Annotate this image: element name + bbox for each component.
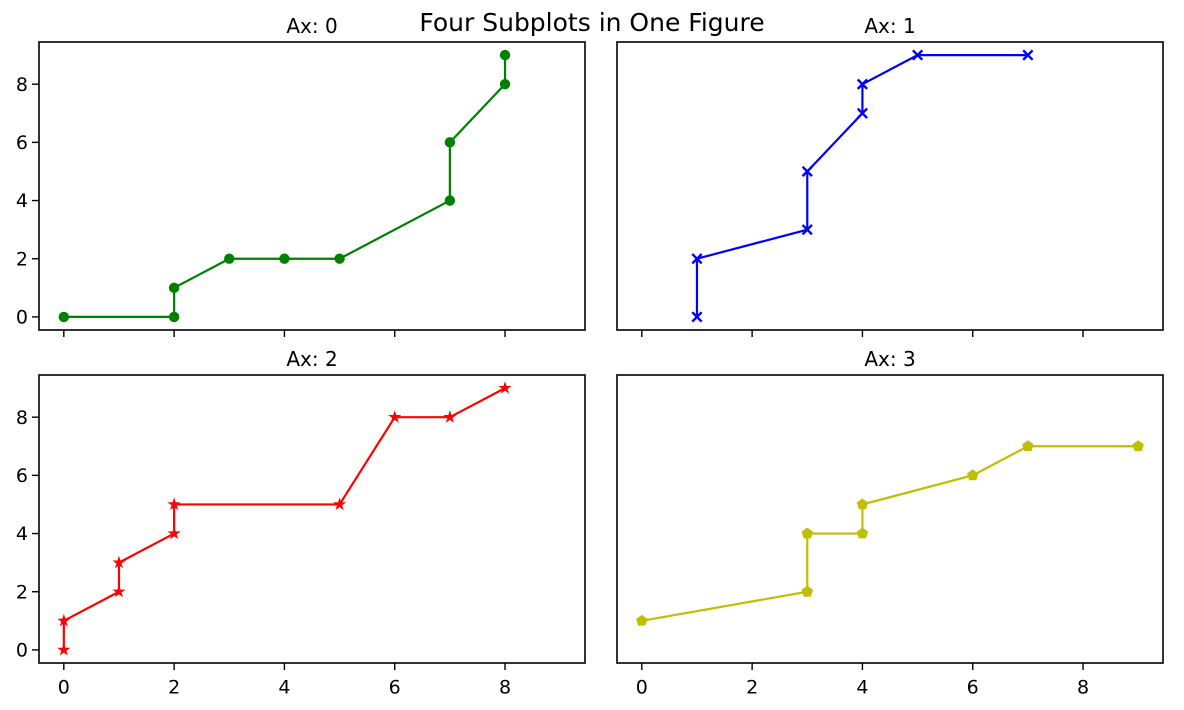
marker-x bbox=[801, 165, 813, 177]
marker-star bbox=[57, 613, 71, 627]
marker-star bbox=[167, 497, 181, 511]
x-tick-label: 2 bbox=[168, 677, 180, 699]
x-tick-label: 4 bbox=[856, 677, 868, 699]
x-tick-label: 8 bbox=[499, 677, 511, 699]
marker-pentagon bbox=[1132, 440, 1144, 452]
marker-pentagon bbox=[856, 498, 869, 510]
marker-pentagon bbox=[801, 527, 813, 539]
y-tick-label: 4 bbox=[16, 190, 28, 212]
y-tick-label: 8 bbox=[16, 74, 28, 96]
subplot-title-ax2: Ax: 2 bbox=[286, 347, 338, 371]
marker-pentagon bbox=[967, 469, 979, 481]
x-tick-label: 0 bbox=[58, 677, 70, 699]
marker-circle bbox=[444, 137, 456, 148]
series-line bbox=[641, 445, 1139, 622]
marker-star bbox=[112, 584, 126, 598]
marker-star bbox=[112, 555, 126, 569]
x-tick-label: 0 bbox=[636, 677, 648, 699]
y-tick-label: 6 bbox=[16, 132, 28, 154]
marker-star bbox=[167, 526, 181, 540]
marker-star bbox=[498, 381, 512, 394]
axes-spines bbox=[38, 374, 586, 664]
axes-spines bbox=[38, 41, 586, 331]
y-tick-label: 0 bbox=[16, 307, 28, 329]
x-tick-label: 4 bbox=[278, 677, 290, 699]
axes-ax2: 0 2 4 6 8 0 2 4 6 8 bbox=[16, 374, 586, 699]
marker-x bbox=[856, 107, 868, 119]
y-tick-label: 0 bbox=[16, 640, 28, 662]
subplot-ax2: Ax: 2 0 2 4 6 8 0 2 4 6 8 bbox=[0, 335, 625, 703]
marker-pentagon bbox=[1022, 440, 1034, 452]
marker-star bbox=[443, 410, 457, 423]
subplot-ax1: Ax: 1 bbox=[577, 2, 1184, 370]
y-tick-label: 2 bbox=[16, 581, 28, 603]
figure-title: Four Subplots in One Figure bbox=[419, 8, 765, 37]
marker-circle bbox=[279, 253, 290, 264]
x-tick-label: 8 bbox=[1077, 677, 1089, 699]
y-tick-label: 8 bbox=[16, 407, 28, 429]
x-tick-label: 6 bbox=[967, 677, 979, 699]
subplot-title-ax0: Ax: 0 bbox=[286, 14, 338, 38]
marker-x bbox=[691, 253, 703, 265]
marker-x bbox=[856, 78, 868, 90]
marker-circle bbox=[334, 253, 345, 264]
marker-circle bbox=[499, 49, 511, 61]
subplot-title-ax1: Ax: 1 bbox=[864, 14, 916, 38]
x-tick-label: 6 bbox=[389, 677, 401, 699]
marker-pentagon bbox=[856, 527, 869, 539]
marker-circle bbox=[224, 253, 235, 264]
series-line bbox=[62, 387, 506, 650]
marker-star bbox=[388, 410, 402, 423]
marker-x bbox=[691, 311, 703, 323]
marker-circle bbox=[58, 311, 70, 323]
series-line bbox=[695, 53, 1028, 317]
subplot-ax0: Ax: 0 0 2 4 6 8 bbox=[0, 2, 625, 370]
y-tick-label: 2 bbox=[16, 248, 28, 270]
axes-spines bbox=[616, 374, 1164, 664]
x-tick-label: 2 bbox=[746, 677, 758, 699]
marker-x bbox=[801, 224, 813, 236]
marker-circle bbox=[499, 78, 511, 90]
y-tick-label: 6 bbox=[16, 465, 28, 487]
marker-pentagon bbox=[636, 614, 648, 626]
axes-ax3: 0 2 4 6 8 bbox=[616, 374, 1164, 699]
y-tick-label: 4 bbox=[16, 523, 28, 545]
marker-x bbox=[1022, 49, 1034, 61]
marker-circle bbox=[168, 311, 180, 323]
marker-pentagon bbox=[801, 585, 813, 597]
marker-star bbox=[57, 643, 71, 656]
axes-ax1 bbox=[616, 41, 1164, 337]
marker-circle bbox=[168, 282, 180, 294]
subplot-ax3: Ax: 3 0 2 4 6 8 bbox=[577, 335, 1184, 703]
subplot-title-ax3: Ax: 3 bbox=[864, 347, 916, 371]
axes-spines bbox=[616, 41, 1164, 331]
marker-x bbox=[912, 49, 924, 61]
marker-circle bbox=[444, 195, 456, 206]
series-line bbox=[63, 55, 507, 319]
marker-star bbox=[333, 497, 347, 511]
axes-ax0: 0 2 4 6 8 bbox=[16, 41, 586, 337]
